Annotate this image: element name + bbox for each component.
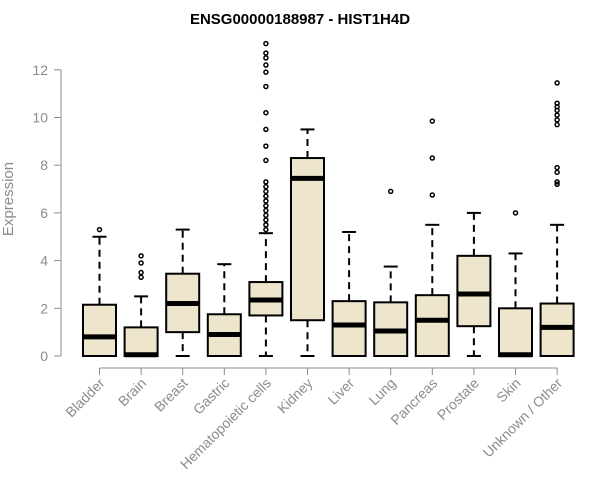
outlier-point [554,179,560,185]
outlier-point [263,157,269,164]
box-iqr [414,294,450,357]
y-tick-label: 8 [40,157,48,173]
box-breast [165,228,201,357]
box-iqr [82,303,117,358]
outlier-point [429,192,436,198]
outlier-point [96,226,103,233]
outlier-point [554,169,560,176]
outlier-point [263,109,269,116]
x-tick-label: Brain [115,375,149,409]
outlier-point [263,50,269,56]
y-tick-label: 10 [32,110,48,126]
box-gastric [206,263,242,358]
y-axis: 0 2 4 6 8 10 12 [32,62,62,364]
outlier-point [138,260,144,266]
outlier-point [263,62,269,68]
y-tick-label: 0 [40,348,48,364]
x-tick-label: Breast [151,375,191,415]
outlier-point [263,179,269,185]
outlier-point [554,80,560,86]
outlier-point [138,269,144,276]
y-tick-label: 2 [40,300,48,316]
x-tick-label: Liver [324,375,357,408]
outlier-point [263,126,269,133]
outlier-point [387,188,394,195]
box-iqr [290,157,325,322]
y-tick-label: 6 [40,205,48,221]
x-tick-label: Bladder [62,375,108,421]
box-bladder [82,226,117,358]
outlier-point [554,117,560,123]
outlier-point [263,207,269,214]
box-skin [498,210,533,358]
outlier-point [263,217,269,223]
box-hematopoietic-cells [248,40,284,357]
outlier-point [138,274,144,281]
outlier-point [263,183,269,190]
outlier-point [263,83,269,90]
box-iqr [498,307,533,357]
outlier-point [263,143,269,149]
box-iqr [331,300,367,357]
outlier-point [554,164,560,171]
x-tick-label: Lung [365,375,398,408]
outlier-point [554,121,560,128]
outlier-point [263,188,269,195]
outlier-point [429,118,436,124]
box-iqr [123,326,159,358]
box-pancreas [414,118,450,357]
box-lung [373,188,409,357]
box-series [82,40,575,358]
outlier-point [429,155,436,161]
x-tick-label: Kidney [274,375,316,417]
outlier-point [554,100,560,106]
box-liver [331,230,367,357]
outlier-point [263,202,269,209]
outlier-point [263,55,269,61]
chart-title: ENSG00000188987 - HIST1H4D [190,11,410,28]
outlier-point [554,181,560,188]
outlier-point [263,198,269,204]
box-brain [123,253,159,358]
y-tick-label: 4 [40,253,48,269]
outlier-point [138,253,144,259]
box-iqr [456,254,492,328]
outlier-point [263,69,269,75]
x-tick-label: Skin [493,375,524,406]
outlier-point [554,112,560,118]
outlier-point [512,210,519,216]
y-tick-label: 12 [32,62,48,78]
y-axis-label: Expression [0,162,17,236]
box-unknown-other [539,80,575,357]
box-prostate [456,211,492,357]
box-kidney [290,128,325,357]
outlier-point [263,222,269,228]
outlier-point [263,193,269,199]
outlier-point [263,212,269,219]
outlier-point [263,40,269,47]
outlier-point [263,226,269,233]
x-tick-label: Unknown / Other [480,375,566,461]
x-tick-label: Prostate [434,375,482,423]
